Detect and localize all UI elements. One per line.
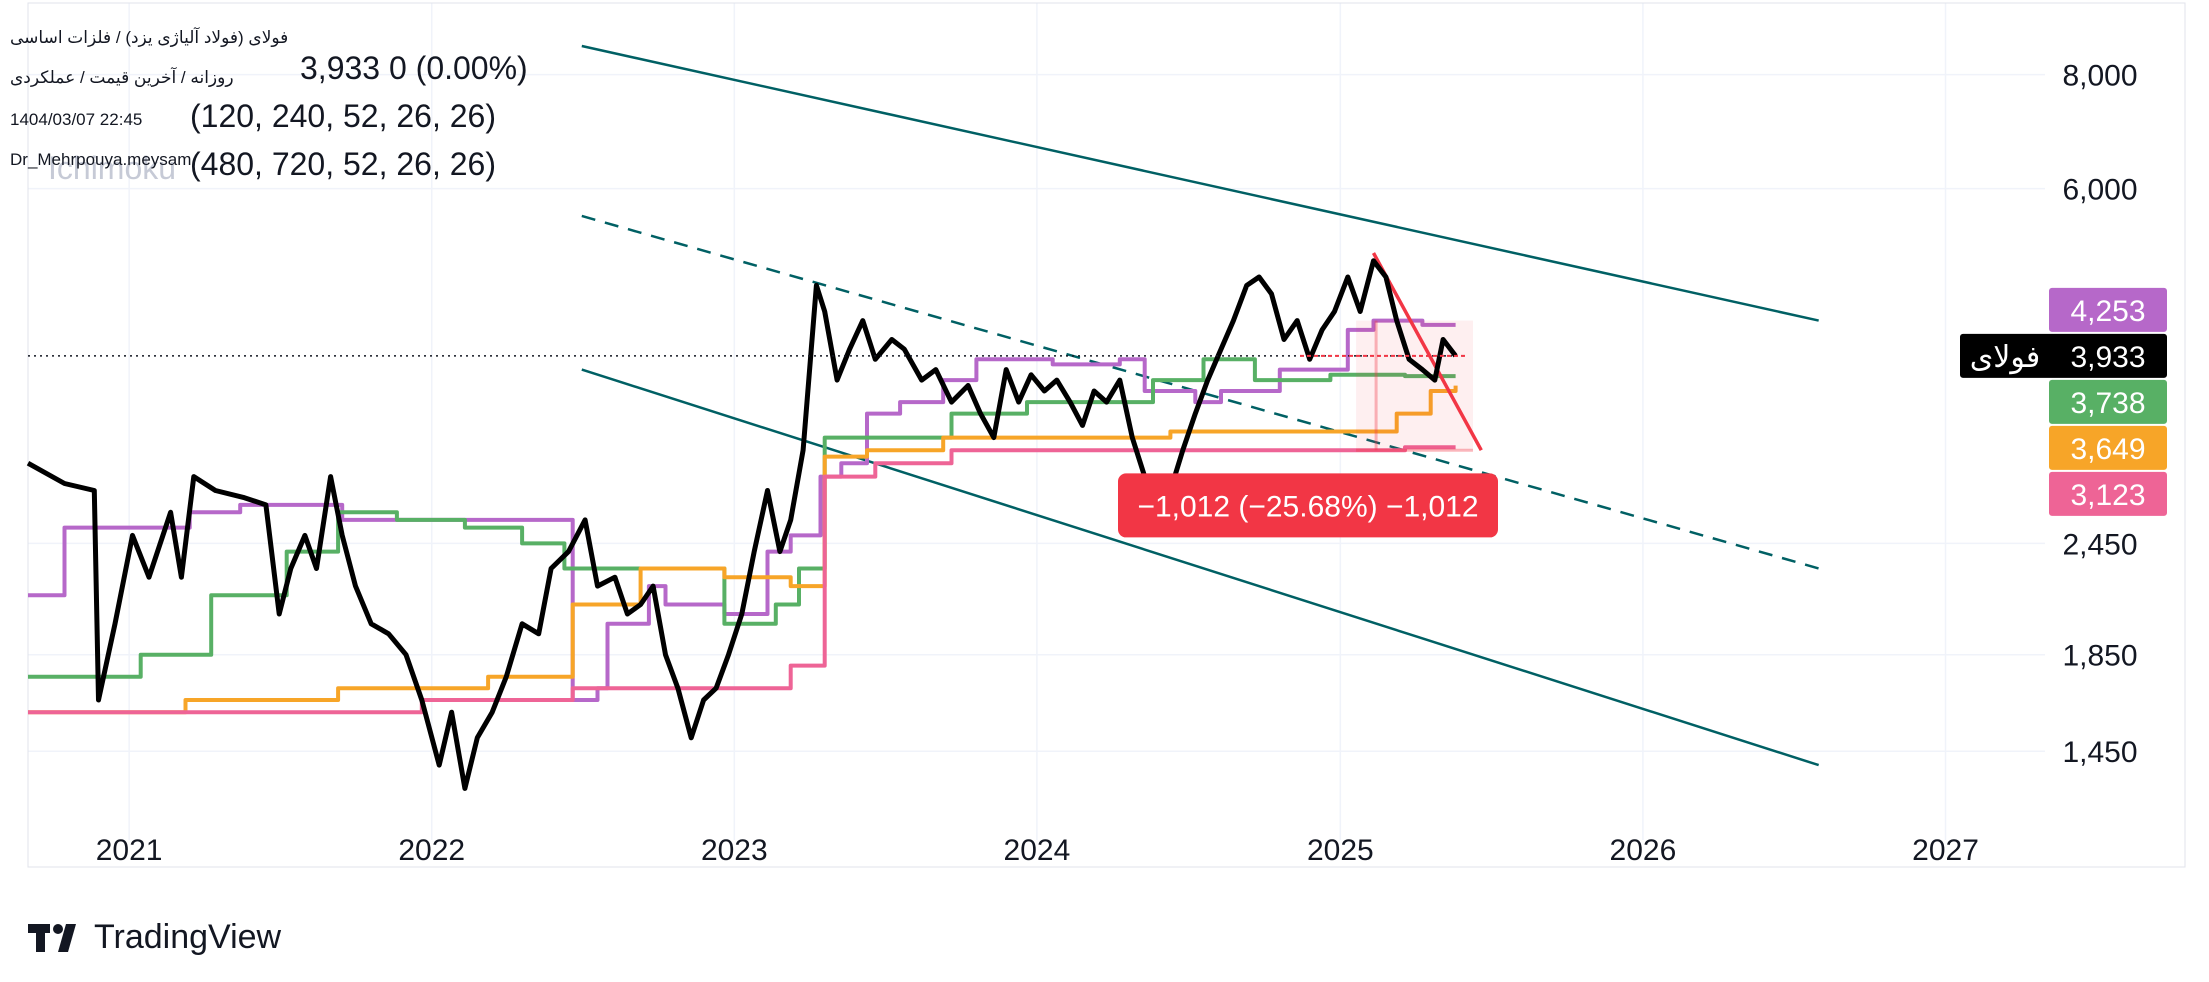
value-label-3: 3,123 — [2070, 479, 2145, 512]
y-tick-label: 8,000 — [2062, 60, 2137, 93]
price-label-box — [1960, 333, 2167, 378]
tradingview-logo[interactable]: TradingView — [28, 918, 281, 957]
indicator-lines — [28, 318, 1458, 715]
trend-segment[interactable] — [1371, 252, 1483, 452]
indicator-line-3 — [28, 385, 1458, 715]
x-tick-label: 2025 — [1307, 834, 1374, 867]
indicator-1-params[interactable]: (120, 240, 52, 26, 26) — [190, 98, 496, 134]
tradingview-logo-text: TradingView — [94, 918, 282, 956]
channel-lines — [581, 44, 1820, 767]
x-tick-label: 2024 — [1004, 834, 1071, 867]
price-label-symbol: فولای — [1970, 340, 2040, 375]
chart-grid — [28, 3, 2045, 840]
price-series-line — [26, 258, 1458, 791]
indicator-2-params[interactable]: (480, 720, 52, 26, 26) — [190, 146, 496, 182]
timestamp: 1404/03/07 22:45 — [10, 110, 143, 129]
time-axis[interactable]: 2021 2022 2023 2024 2025 2026 2027 — [96, 834, 1979, 867]
x-tick-label: 2022 — [398, 834, 465, 867]
symbol-title[interactable]: فولای (فولاد آلیاژی یزد) / فلزات اساسی — [10, 28, 289, 47]
price-line — [26, 258, 1458, 791]
measure-label: −1,012 (−25.68%) −1,012 — [1118, 473, 1498, 538]
measure-tool[interactable] — [1356, 252, 1483, 452]
x-tick-label: 2023 — [701, 834, 768, 867]
tradingview-logo-icon — [28, 923, 76, 952]
indicator-line-1 — [28, 318, 1456, 702]
value-label-2: 3,649 — [2070, 433, 2145, 466]
y-tick-label: 6,000 — [2062, 174, 2137, 207]
price-scale-labels: فولای 3,933 4,253 3,738 3,649 3,123 — [1960, 287, 2167, 516]
y-tick-label: 1,850 — [2062, 640, 2137, 673]
author-name: Dr_Mehrpouya.meysam — [10, 150, 192, 169]
measure-label-bg — [1118, 473, 1498, 538]
measure-box[interactable] — [1356, 320, 1473, 451]
x-tick-label: 2021 — [96, 834, 163, 867]
price-axis[interactable]: 8,000 6,000 2,450 1,850 1,450 — [2062, 60, 2137, 770]
value-label-0: 4,253 — [2070, 295, 2145, 328]
value-label-box-1 — [2049, 379, 2167, 424]
chart-frame — [27, 2, 2186, 868]
value-label-box-0 — [2049, 287, 2167, 332]
price-change-readout: 3,933 0 (0.00%) — [300, 50, 528, 86]
x-tick-label: 2026 — [1610, 834, 1677, 867]
channel-line-7 — [581, 368, 1820, 767]
indicator-line-2 — [28, 357, 1456, 679]
y-tick-label: 1,450 — [2062, 736, 2137, 769]
value-label-box-3 — [2049, 471, 2167, 516]
y-tick-label: 2,450 — [2062, 528, 2137, 561]
channel-line-5 — [581, 44, 1819, 322]
price-label-value: 3,933 — [2070, 341, 2145, 374]
value-label-1: 3,738 — [2070, 387, 2145, 420]
indicator-name-ghost: Ichimoku — [48, 150, 177, 186]
measure-label-text: −1,012 (−25.68%) −1,012 — [1137, 490, 1478, 523]
value-label-box-2 — [2049, 425, 2167, 470]
chart-border — [27, 2, 2186, 868]
x-tick-label: 2027 — [1912, 834, 1979, 867]
interval-info: روزانه / آخرین قیمت / عملکردی — [10, 68, 234, 87]
